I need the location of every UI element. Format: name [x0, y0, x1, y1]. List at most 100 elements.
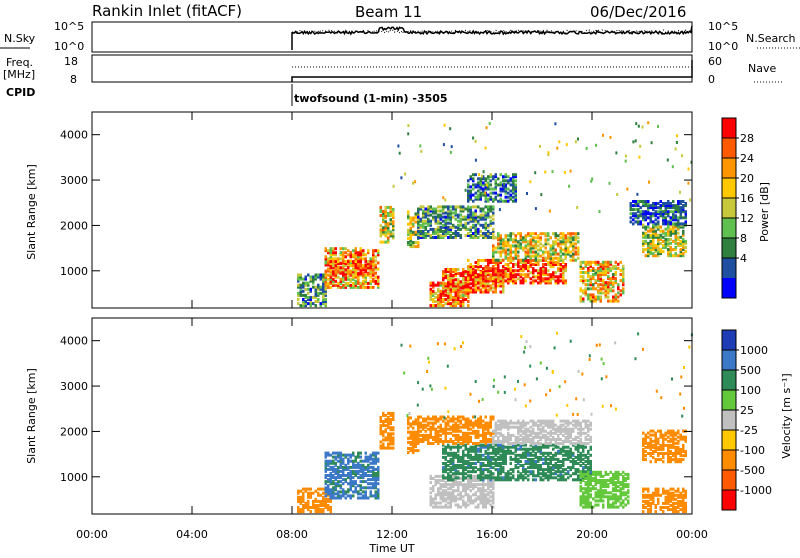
cpid-label: CPID [6, 86, 35, 99]
velocity-point [517, 380, 519, 383]
velocity-point [417, 381, 419, 384]
power-point [547, 151, 549, 154]
velocity-point [583, 398, 585, 401]
power-point [568, 185, 570, 188]
velocity-point [589, 354, 591, 357]
power-point [475, 159, 477, 162]
nsearch-label: N.Search [746, 32, 796, 45]
power-point [688, 168, 690, 171]
velocity-point [437, 342, 439, 345]
velocity-point [504, 375, 506, 378]
velocity-ylabel: Slant Range [km] [25, 368, 38, 464]
power-point [689, 199, 691, 202]
colorbar-swatch [722, 218, 736, 238]
velocity-point [577, 413, 579, 416]
power-point [648, 181, 650, 184]
power-point [651, 141, 653, 144]
power-point [679, 191, 681, 194]
power-point [485, 147, 487, 150]
velocity-point [515, 398, 517, 401]
colorbar-tick-label: 28 [740, 132, 754, 145]
velocity-region [442, 444, 592, 482]
velocity-point [642, 348, 644, 351]
nave-label: Nave [748, 62, 776, 75]
xtick-label: 12:00 [376, 528, 408, 541]
nsearch-tick-top: 10^5 [708, 20, 738, 33]
nsearch-series [292, 30, 691, 42]
power-point [470, 206, 472, 209]
colorbar-swatch [722, 238, 736, 258]
ytick-label: 4000 [60, 335, 88, 348]
colorbar-swatch [722, 430, 736, 450]
velocity-point [526, 340, 528, 343]
power-point [632, 140, 634, 143]
velocity-point [614, 341, 616, 344]
colorbar-tick-label: 25 [740, 404, 754, 417]
velocity-point [540, 362, 542, 365]
velocity-point [591, 413, 593, 416]
velocity-point [428, 361, 430, 364]
velocity-point [409, 412, 411, 415]
velocity-point [525, 404, 527, 407]
colorbar-tick-label: 24 [740, 152, 754, 165]
velocity-point [656, 390, 658, 393]
nsky-label: N.Sky [4, 32, 36, 45]
power-point [399, 152, 401, 155]
colorbar-tick-label: 100 [740, 384, 761, 397]
velocity-point [681, 415, 683, 418]
nsky-series [292, 26, 692, 50]
nsearch-tick-bottom: 10^0 [708, 40, 738, 53]
power-point [675, 147, 677, 150]
velocity-point [474, 415, 476, 418]
velocity-region [417, 416, 495, 446]
power-region [467, 173, 517, 203]
velocity-point [529, 345, 531, 348]
velocity-point [554, 346, 556, 349]
colorbar-swatch [722, 138, 736, 158]
colorbar-swatch [722, 450, 736, 470]
velocity-point [566, 404, 568, 407]
velocity-point [559, 385, 561, 388]
power-point [625, 160, 627, 163]
power-point [412, 182, 414, 185]
power-point [420, 150, 422, 153]
power-region [492, 232, 580, 262]
velocity-point [570, 340, 572, 343]
power-point [591, 178, 593, 181]
velocity-point [564, 380, 566, 383]
velocity-point [596, 344, 598, 347]
velocity-point [683, 407, 685, 410]
velocity-point [514, 388, 516, 391]
power-point [486, 126, 488, 129]
colorbar-tick-label: 500 [740, 364, 761, 377]
power-point [404, 173, 406, 176]
colorbar-swatch [722, 330, 736, 350]
velocity-point [426, 370, 428, 373]
velocity-point [601, 358, 603, 361]
power-point [570, 170, 572, 173]
power-point [599, 210, 601, 213]
power-point [503, 183, 505, 186]
velocity-point [688, 346, 690, 349]
power-point [475, 140, 477, 143]
velocity-point [546, 367, 548, 370]
date-title: 06/Dec/2016 [590, 3, 686, 21]
power-point [672, 165, 674, 168]
colorbar-swatch [722, 350, 736, 370]
freq-tick-top: 18 [64, 55, 78, 68]
power-point [639, 156, 641, 159]
colorbar-swatch [722, 278, 736, 298]
velocity-colorbar-label: Velocity [m s⁻¹] [780, 373, 793, 458]
power-point [484, 192, 486, 195]
colorbar-swatch [722, 118, 736, 138]
power-point [616, 193, 618, 196]
colorbar-swatch [722, 370, 736, 390]
power-point [483, 170, 485, 173]
velocity-point [610, 404, 612, 407]
xtick-label: 08:00 [276, 528, 308, 541]
ytick-label: 2000 [60, 425, 88, 438]
velocity-point [524, 383, 526, 386]
